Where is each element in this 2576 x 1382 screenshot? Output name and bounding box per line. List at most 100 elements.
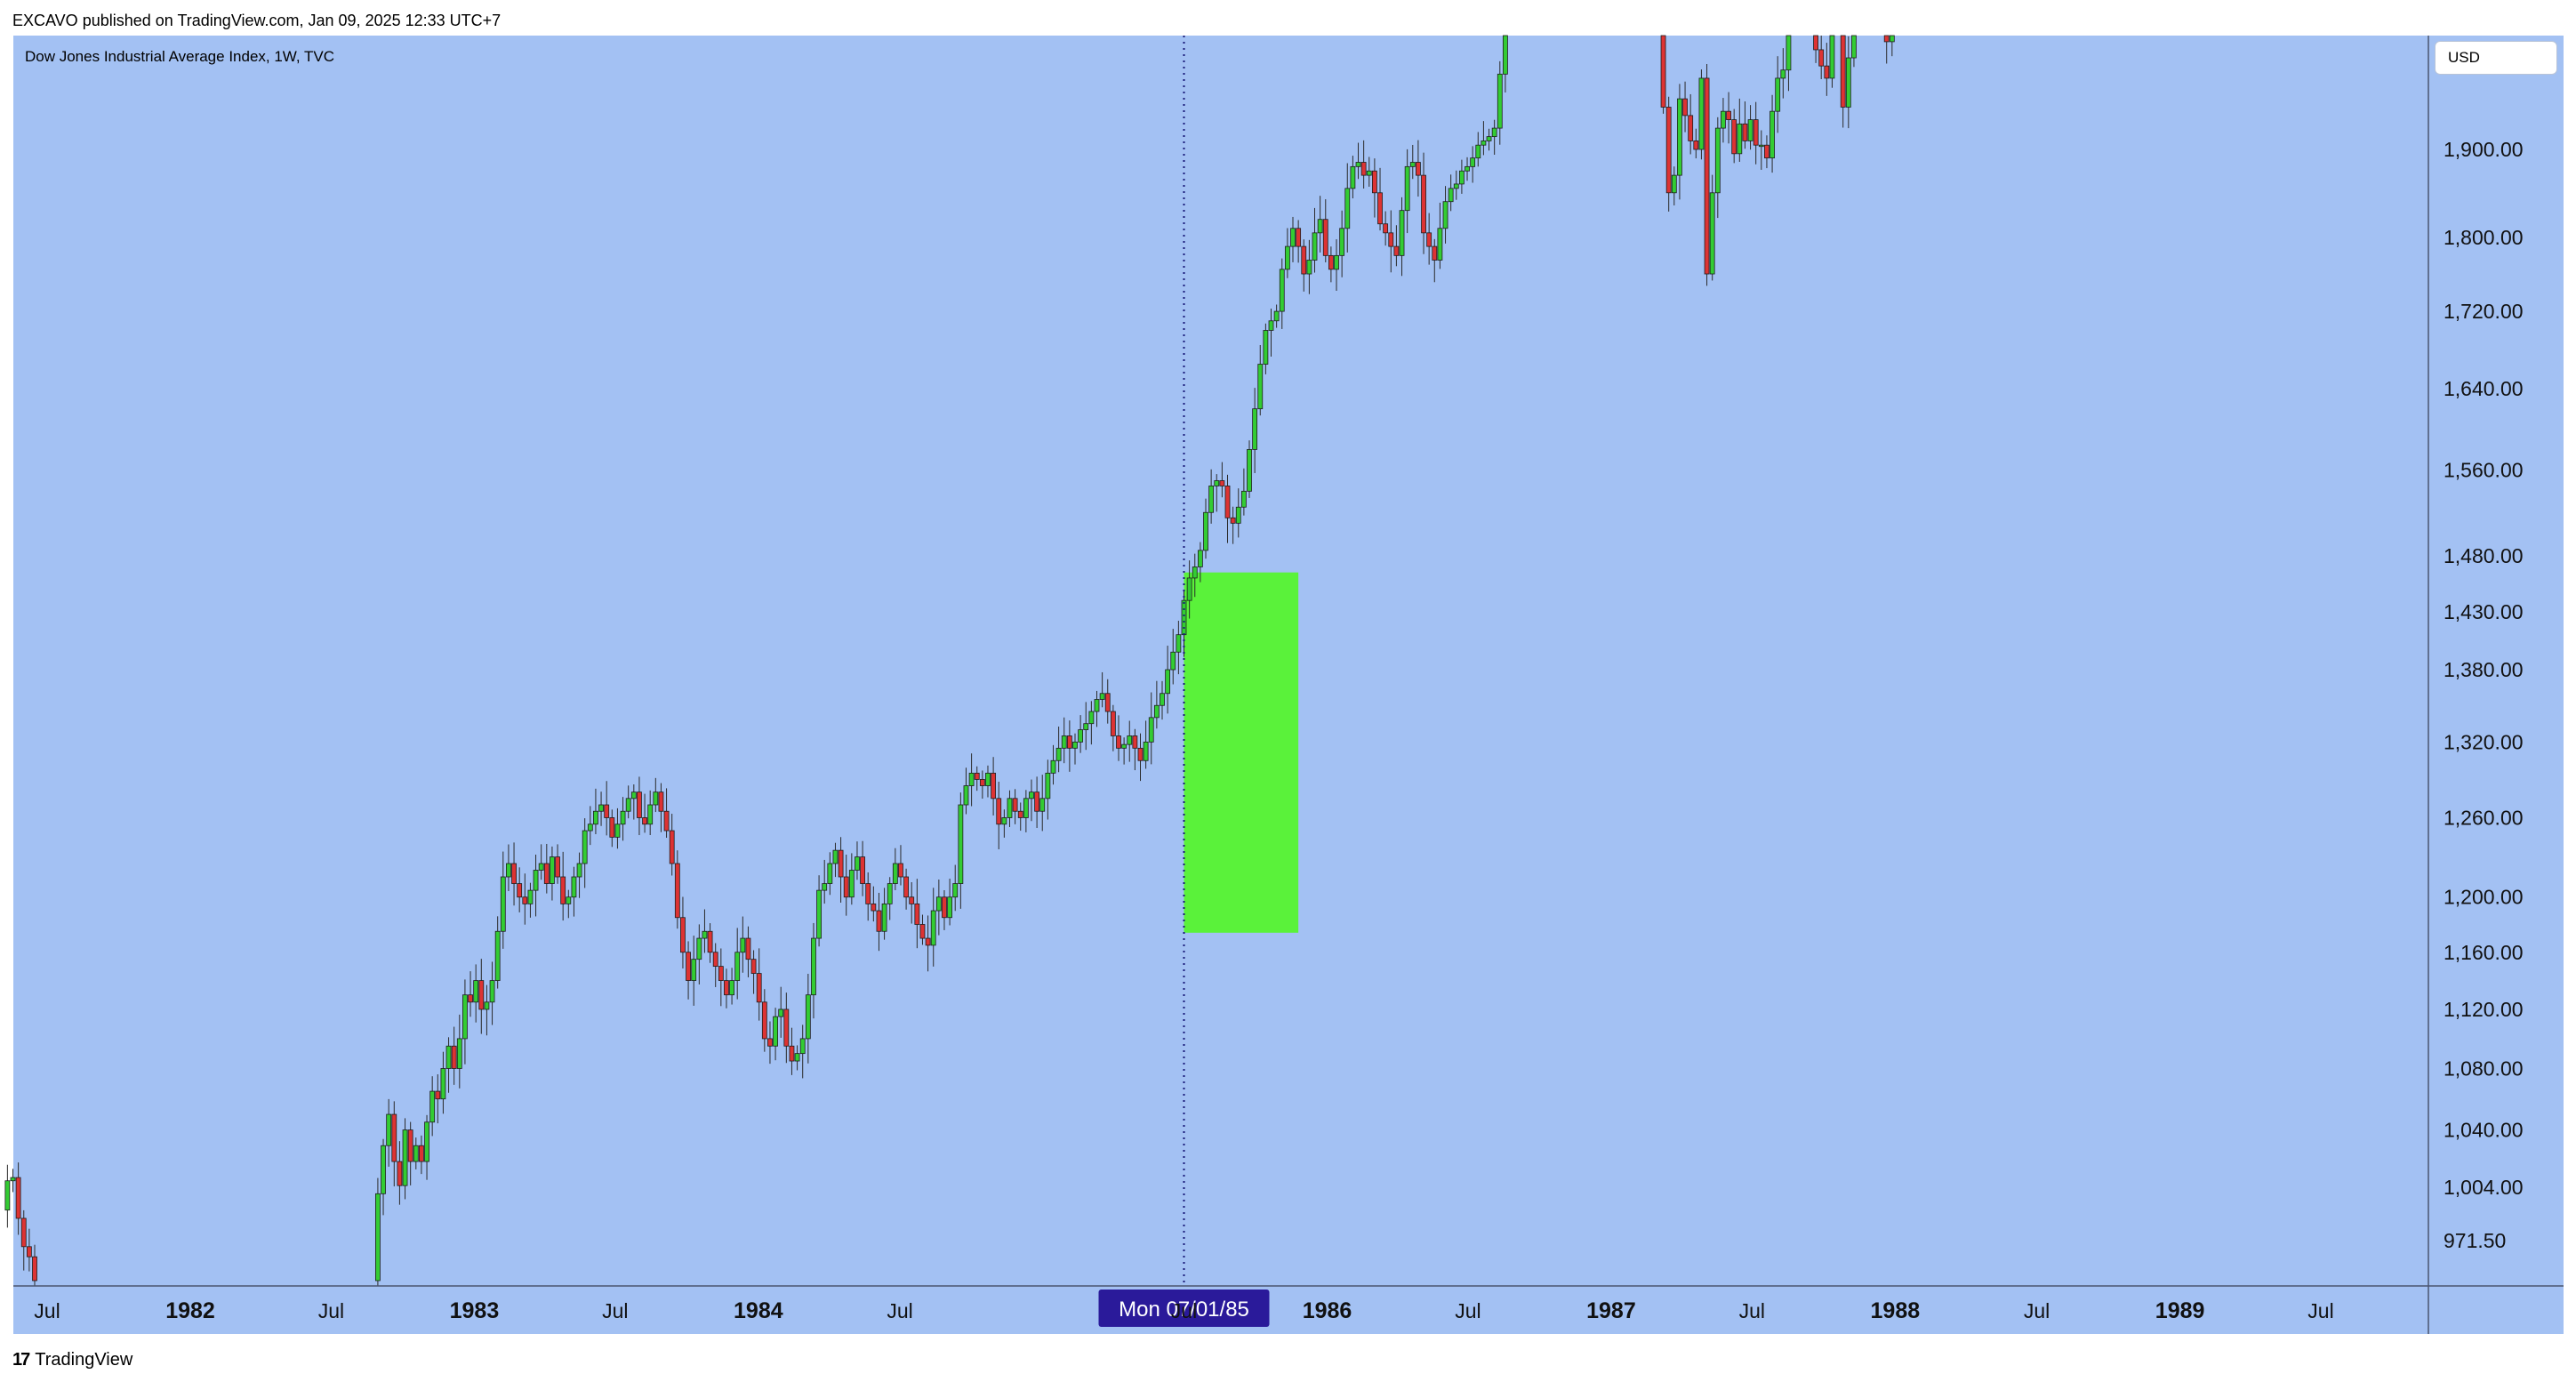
candle-up (598, 804, 604, 812)
candle-down (843, 876, 849, 898)
candle-up (696, 937, 702, 960)
candle-down (1388, 232, 1394, 247)
candle-up (1214, 480, 1220, 486)
candle-up (1497, 73, 1503, 129)
symbol-title: Dow Jones Industrial Average Index, 1W, … (25, 48, 335, 65)
candle-up (381, 1145, 386, 1194)
price-tick-label: 1,040.00 (2444, 1119, 2524, 1142)
candle-up (1769, 110, 1775, 159)
candle-up (653, 791, 659, 806)
candle-up (1153, 704, 1160, 719)
candle-up (1714, 127, 1721, 194)
candle-down (407, 1129, 413, 1162)
candle-down (865, 883, 871, 904)
candle-down (468, 994, 473, 1003)
footer-brand[interactable]: 17 TradingView (12, 1348, 132, 1371)
candle-up (462, 994, 468, 1040)
price-tick-label: 1,380.00 (2444, 658, 2524, 681)
candle-up (566, 896, 572, 904)
candle-down (1704, 77, 1710, 275)
candle-down (1432, 245, 1438, 261)
candle-down (1421, 174, 1426, 234)
candle-down (391, 1113, 397, 1162)
candle-down (1426, 232, 1432, 247)
candle-down (925, 937, 931, 946)
candle-down (1104, 693, 1111, 712)
candle-down (1132, 735, 1138, 749)
candle-down (32, 1256, 37, 1282)
candle-up (1845, 57, 1851, 108)
candle-up (811, 937, 816, 996)
candle-down (761, 1001, 767, 1040)
candle-up (881, 903, 887, 932)
candle-up (740, 937, 746, 953)
time-tick-label: Jul (2024, 1299, 2050, 1322)
candle-up (1165, 669, 1171, 695)
candle-up (1442, 201, 1448, 229)
candle-up (855, 856, 860, 871)
candle-down (1110, 711, 1116, 736)
candle-up (1437, 228, 1443, 261)
candle-down (435, 1090, 441, 1100)
candle-up (1448, 188, 1454, 203)
candle-up (620, 810, 626, 825)
candle-down (1731, 119, 1737, 155)
candle-up (1758, 144, 1764, 148)
candle-down (1688, 115, 1694, 141)
tradingview-logo-icon: 17 (12, 1349, 30, 1370)
candle-down (1371, 170, 1377, 194)
currency-selector[interactable]: USD (2435, 41, 2557, 75)
candle-up (576, 863, 582, 878)
candle-up (614, 824, 621, 838)
candle-down (1693, 140, 1699, 150)
time-tick-label: Jul (1455, 1299, 1481, 1322)
candle-down (604, 804, 610, 818)
candle-down (1377, 192, 1383, 225)
candle-up (445, 1045, 452, 1069)
crosshair-date-label: Mon 07/01/85 (1119, 1298, 1249, 1322)
candle-up (1023, 798, 1029, 818)
candle-down (712, 952, 718, 968)
candle-up (402, 1129, 408, 1186)
candle-up (1094, 699, 1100, 712)
candle-up (1127, 735, 1133, 745)
candle-down (1753, 119, 1759, 146)
candle-up (527, 889, 534, 904)
candle-up (1671, 174, 1677, 194)
time-tick-label: 1983 (450, 1298, 500, 1323)
price-tick-label: 1,430.00 (2444, 600, 2524, 623)
candle-up (935, 896, 942, 912)
candle-down (1726, 110, 1731, 121)
candle-up (1491, 127, 1497, 138)
candle-up (1247, 449, 1252, 492)
candle-down (1224, 486, 1231, 518)
candle-down (756, 973, 762, 1003)
candle-down (1034, 791, 1040, 812)
candle-down (1818, 49, 1825, 67)
candle-down (686, 952, 691, 981)
candle-up (1780, 69, 1786, 79)
candle-up (691, 959, 697, 981)
candle-down (609, 817, 615, 838)
candle-down (838, 849, 844, 878)
candle-up (500, 876, 506, 932)
candle-down (658, 791, 664, 812)
candle-down (1219, 480, 1225, 486)
candle-up (1317, 219, 1323, 234)
candle-up (1235, 506, 1241, 524)
candle-up (794, 1053, 800, 1062)
candle-down (1322, 219, 1328, 256)
candle-up (375, 1193, 381, 1282)
candle-up (832, 849, 839, 864)
candle-up (958, 804, 964, 884)
candle-down (974, 772, 980, 780)
candle-up (1088, 711, 1095, 725)
candle-up (630, 791, 637, 799)
candle-up (1775, 77, 1781, 112)
candle-down (642, 817, 647, 825)
candle-up (473, 980, 479, 1003)
time-tick-label: 1982 (165, 1298, 215, 1323)
candle-down (1416, 162, 1421, 176)
price-tick-label: 1,720.00 (2444, 300, 2524, 323)
